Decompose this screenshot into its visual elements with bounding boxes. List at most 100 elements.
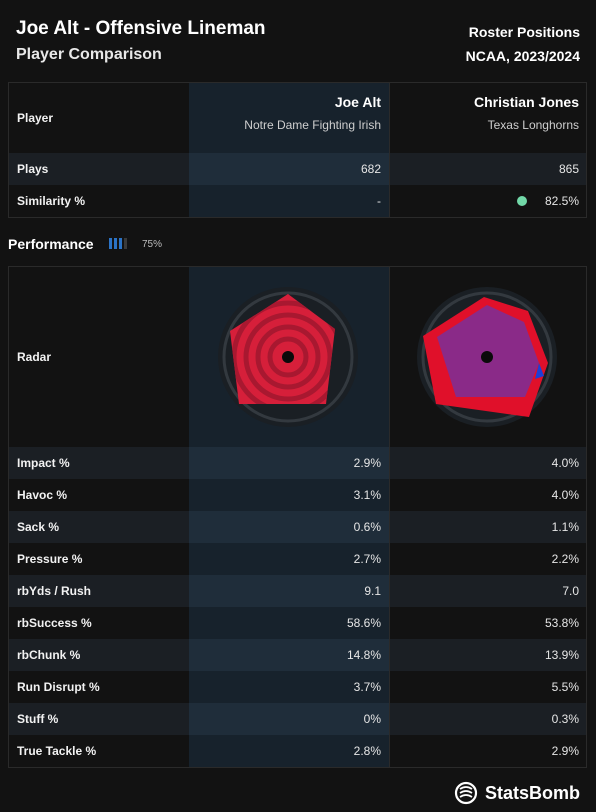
- player2-value: 53.8%: [544, 616, 579, 630]
- metric-row: Havoc % 3.1% 4.0%: [9, 479, 586, 511]
- player2-cell: 82.5%: [389, 185, 587, 217]
- radar-label: Radar: [17, 350, 52, 364]
- player1-cell: 2.9%: [189, 447, 389, 479]
- player2-header: Christian Jones Texas Longhorns: [389, 83, 587, 153]
- player-header-row: Player Joe Alt Notre Dame Fighting Irish…: [9, 83, 586, 153]
- metric-row: True Tackle % 2.8% 2.9%: [9, 735, 586, 767]
- player2-cell: 5.5%: [389, 671, 587, 703]
- metric-row: Impact % 2.9% 4.0%: [9, 447, 586, 479]
- player1-value: 2.8%: [353, 744, 381, 758]
- overlap-marker: [535, 363, 544, 379]
- player2-value: 2.2%: [551, 552, 579, 566]
- player2-value: 0.3%: [551, 712, 579, 726]
- player1-value: 2.7%: [353, 552, 381, 566]
- player2-value: 1.1%: [551, 520, 579, 534]
- player2-name: Christian Jones: [473, 94, 579, 110]
- metric-label: Sack %: [17, 520, 60, 534]
- player1-cell: 2.7%: [189, 543, 389, 575]
- column-divider: [389, 267, 390, 767]
- player2-cell: 4.0%: [389, 479, 587, 511]
- similarity-row: Similarity % - 82.5%: [9, 185, 586, 217]
- radar-center: [481, 351, 493, 363]
- player1-value: 0.6%: [353, 520, 381, 534]
- row-label: Similarity %: [17, 194, 86, 208]
- season-label: NCAA, 2023/2024: [465, 48, 580, 64]
- metric-row: rbSuccess % 58.6% 53.8%: [9, 607, 586, 639]
- player2-cell: 4.0%: [389, 447, 587, 479]
- player1-header: Joe Alt Notre Dame Fighting Irish: [189, 83, 389, 153]
- metric-row: rbYds / Rush 9.1 7.0: [9, 575, 586, 607]
- player1-value: 9.1: [364, 584, 381, 598]
- plays-row: Plays 682 865: [9, 153, 586, 185]
- player2-cell: 7.0: [389, 575, 587, 607]
- player2-radar: [417, 287, 557, 427]
- player2-radar-inner: [437, 305, 539, 397]
- row-label: Plays: [17, 162, 49, 176]
- player1-value: 58.6%: [346, 616, 381, 630]
- player2-cell: 2.9%: [389, 735, 587, 767]
- similarity-dot: [517, 196, 527, 206]
- player2-cell: 0.3%: [389, 703, 587, 735]
- player2-value: 4.0%: [551, 488, 579, 502]
- metric-label: rbYds / Rush: [17, 584, 92, 598]
- value: 682: [360, 162, 381, 176]
- metric-label: rbSuccess %: [17, 616, 92, 630]
- metric-row: Run Disrupt % 3.7% 5.5%: [9, 671, 586, 703]
- radar-rings: [231, 300, 335, 404]
- player1-cell: -: [189, 185, 389, 217]
- player1-cell: 3.7%: [189, 671, 389, 703]
- performance-bar-segment: [124, 238, 127, 249]
- radar-center: [282, 351, 294, 363]
- performance-bar-segment: [119, 238, 122, 249]
- player2-cell: 13.9%: [389, 639, 587, 671]
- roster-label: Roster Positions: [468, 24, 580, 40]
- player1-cell: 9.1: [189, 575, 389, 607]
- radar-row: Radar: [9, 267, 586, 447]
- radar-ring: [421, 291, 553, 423]
- metric-row: Sack % 0.6% 1.1%: [9, 511, 586, 543]
- player-label: Player: [17, 111, 54, 125]
- performance-heading: Performance: [8, 236, 94, 252]
- metric-label: Stuff %: [17, 712, 59, 726]
- player1-team: Notre Dame Fighting Irish: [244, 118, 381, 132]
- player1-value: 0%: [363, 712, 381, 726]
- player1-radar: [218, 287, 358, 427]
- player2-value: 5.5%: [551, 680, 579, 694]
- player2-value: 4.0%: [551, 456, 579, 470]
- player2-team: Texas Longhorns: [487, 118, 579, 132]
- player1-cell: 3.1%: [189, 479, 389, 511]
- metric-label: Pressure %: [17, 552, 83, 566]
- player1-cell: 2.8%: [189, 735, 389, 767]
- statsbomb-logo: StatsBomb: [484, 783, 580, 803]
- performance-panel: Radar: [8, 266, 587, 768]
- value: 865: [558, 162, 579, 176]
- performance-bar-segment: [109, 238, 112, 249]
- value: -: [377, 194, 381, 208]
- page-subtitle: Player Comparison: [16, 46, 162, 63]
- player2-cell: 2.2%: [389, 543, 587, 575]
- player1-name: Joe Alt: [334, 94, 381, 110]
- player2-value: 7.0: [562, 584, 579, 598]
- player1-value: 3.1%: [353, 488, 381, 502]
- radar-ring: [222, 291, 354, 423]
- player2-cell: 53.8%: [389, 607, 587, 639]
- player2-cell: 1.1%: [389, 511, 587, 543]
- player2-value: 13.9%: [544, 648, 579, 662]
- column-divider: [389, 83, 390, 217]
- metric-label: Havoc %: [17, 488, 68, 502]
- metric-row: rbChunk % 14.8% 13.9%: [9, 639, 586, 671]
- player1-value: 2.9%: [353, 456, 381, 470]
- player1-radar-cell: [189, 267, 389, 447]
- player2-cell: 865: [389, 153, 587, 185]
- player1-cell: 0%: [189, 703, 389, 735]
- page-title: Joe Alt - Offensive Lineman: [16, 18, 266, 39]
- player2-value: 2.9%: [551, 744, 579, 758]
- metric-label: Impact %: [17, 456, 70, 470]
- metric-label: Run Disrupt %: [17, 680, 100, 694]
- performance-pct: 75%: [142, 239, 163, 250]
- performance-level-bars: [109, 238, 129, 256]
- metric-row: Pressure % 2.7% 2.2%: [9, 543, 586, 575]
- player1-value: 14.8%: [346, 648, 381, 662]
- player1-cell: 682: [189, 153, 389, 185]
- statsbomb-logo-icon: [454, 781, 478, 805]
